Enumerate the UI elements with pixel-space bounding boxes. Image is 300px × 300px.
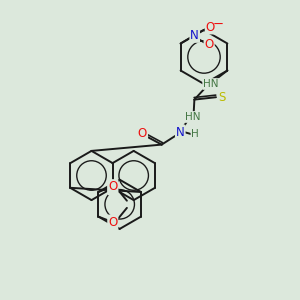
Text: −: −: [213, 18, 224, 31]
Text: O: O: [138, 127, 147, 140]
Text: N: N: [190, 29, 199, 42]
Text: HN: HN: [203, 79, 219, 89]
Text: O: O: [108, 215, 117, 229]
Text: N: N: [108, 181, 117, 194]
Text: O: O: [108, 180, 117, 193]
Text: HN: HN: [185, 112, 201, 122]
Text: S: S: [218, 91, 226, 104]
Text: O: O: [206, 20, 215, 34]
Text: H: H: [191, 129, 199, 140]
Text: N: N: [176, 125, 185, 139]
Text: O: O: [205, 38, 214, 52]
